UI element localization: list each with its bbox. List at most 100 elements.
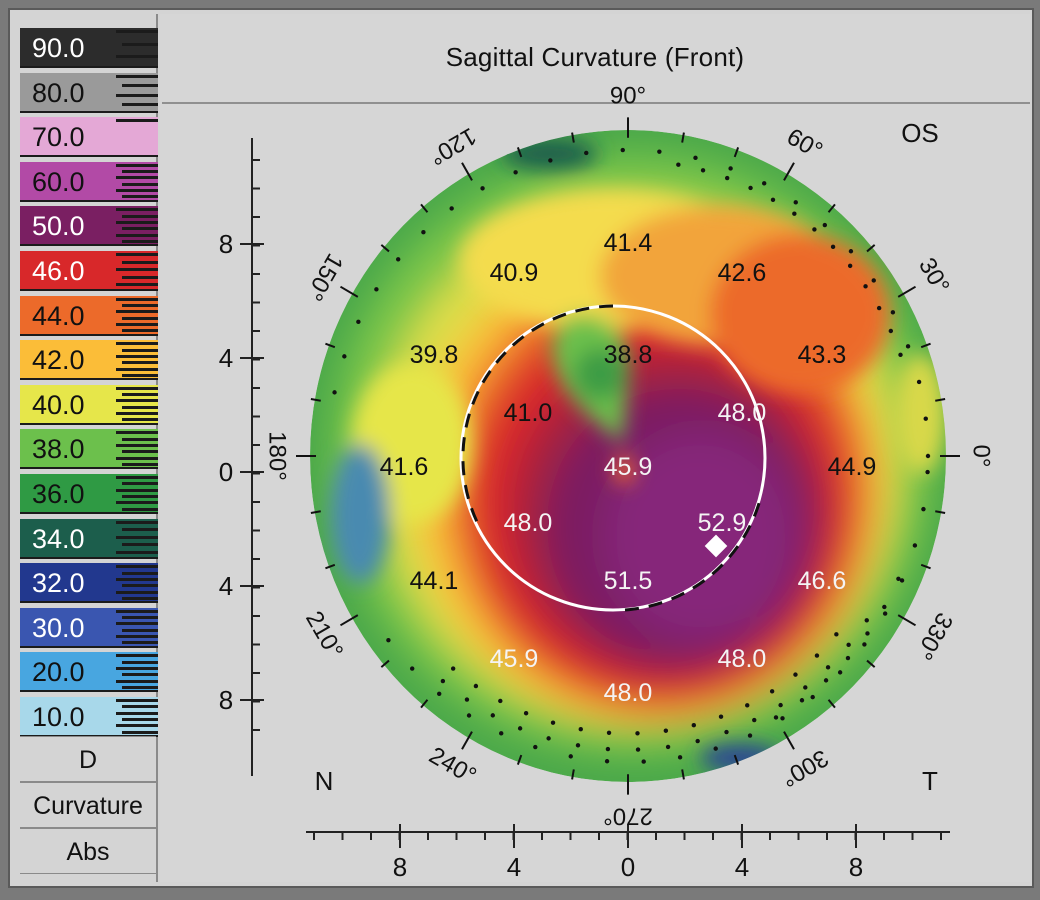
rim-dot <box>793 200 798 205</box>
rim-dot <box>899 578 905 583</box>
rim-dot <box>896 576 901 582</box>
rim-dot <box>548 158 553 163</box>
angle-tick <box>827 203 836 213</box>
legend-stripe-column <box>108 697 158 737</box>
angle-tick <box>866 244 876 253</box>
angle-label: 300° <box>776 744 832 792</box>
rim-dot <box>332 390 337 395</box>
angle-tick <box>571 769 575 780</box>
rim-dot <box>925 453 931 459</box>
rim-dot <box>421 230 426 235</box>
y-tick-label: 8 <box>219 229 233 259</box>
angle-tick <box>783 731 795 750</box>
rim-dot <box>604 759 610 764</box>
rim-dot <box>871 278 876 283</box>
rim-dot <box>747 733 753 738</box>
rim-dot <box>464 697 470 702</box>
rim-dot <box>752 717 757 723</box>
rim-dot <box>635 747 641 752</box>
rim-dot <box>605 746 611 752</box>
curvature-reading: 45.9 <box>490 645 539 673</box>
legend-swatch: 60.0 <box>20 161 108 202</box>
legend-swatch: 40.0 <box>20 384 108 425</box>
legend-swatch: 34.0 <box>20 518 108 559</box>
legend-stripe-column <box>108 295 158 336</box>
angle-tick <box>461 731 473 750</box>
rim-dot <box>882 611 888 616</box>
angle-tick <box>920 342 931 349</box>
angle-label: 0° <box>968 445 995 468</box>
rim-dot <box>606 730 612 735</box>
rim-dot <box>523 711 529 716</box>
legend-stripe-column <box>108 251 158 291</box>
rim-dot <box>480 186 485 191</box>
rim-dot <box>862 642 867 647</box>
rim-data-dots <box>332 147 931 764</box>
rim-dot <box>799 698 805 703</box>
angle-label: 210° <box>300 607 348 663</box>
rim-dot <box>825 665 831 670</box>
legend-swatch: 30.0 <box>20 607 108 648</box>
legend-swatch: 20.0 <box>20 652 108 693</box>
color-scale-legend: 90.0 80.0 70.0 60.0 50.0 46.0 44.0 42.0 40.0 38.0… <box>12 14 158 882</box>
rim-dot <box>517 726 523 731</box>
rim-dot <box>635 731 640 736</box>
eye-label: OS <box>901 118 939 148</box>
nasal-label: N <box>315 766 334 796</box>
pupil-circle-dash-right <box>624 499 762 612</box>
rim-dot <box>499 731 504 736</box>
angle-tick <box>339 285 359 298</box>
angle-tick <box>516 754 523 765</box>
rim-dot <box>792 211 797 216</box>
angle-tick <box>935 510 946 515</box>
angle-tick <box>380 244 390 253</box>
curvature-reading: 51.5 <box>604 567 653 595</box>
rim-dot <box>466 713 472 718</box>
rim-dot <box>677 755 683 760</box>
rim-dot <box>769 689 775 694</box>
angle-tick <box>325 342 336 349</box>
rim-dot <box>691 722 697 728</box>
rim-dot <box>865 631 870 636</box>
angle-tick <box>827 699 836 709</box>
legend-stripe-column <box>108 28 158 68</box>
legend-stripe-column <box>108 518 158 559</box>
angle-tick <box>783 162 795 181</box>
curvature-reading: 38.8 <box>604 341 653 369</box>
rim-dot <box>890 310 896 315</box>
rim-dot <box>778 702 783 708</box>
rim-dot <box>513 170 518 175</box>
legend-stripe-column <box>108 72 158 113</box>
rim-dot <box>863 284 868 289</box>
angle-tick <box>310 397 321 402</box>
angle-tick <box>897 614 917 627</box>
rim-dot <box>848 249 854 254</box>
rim-dot <box>575 743 581 748</box>
topography-panel: Sagittal Curvature (Front) <box>160 14 1030 882</box>
angle-tick <box>681 769 685 780</box>
rim-dot <box>450 666 456 671</box>
rim-dot <box>584 150 589 156</box>
title-divider <box>162 102 1030 104</box>
curvature-reading: 48.0 <box>504 509 553 537</box>
rim-dot <box>834 632 839 637</box>
curvature-reading: 41.4 <box>604 229 653 257</box>
rim-dot <box>925 469 930 475</box>
curvature-reading: 48.0 <box>718 645 767 673</box>
x-tick-label: 8 <box>849 852 863 882</box>
rim-dot <box>864 618 869 623</box>
curvature-reading: 52.9 <box>698 509 747 537</box>
rim-dot <box>810 694 815 700</box>
angle-tick <box>733 147 740 158</box>
angle-ticks <box>296 117 960 795</box>
legend-stripe-column <box>108 206 158 247</box>
angle-tick <box>420 699 429 709</box>
rim-dot <box>718 714 724 719</box>
rim-dot <box>812 227 817 232</box>
map-title: Sagittal Curvature (Front) <box>445 42 745 72</box>
curvature-reading: 45.9 <box>604 453 653 481</box>
legend-stripe-column <box>108 340 158 381</box>
angle-tick <box>681 132 685 143</box>
rim-dot <box>745 703 750 708</box>
angle-tick <box>461 162 473 181</box>
